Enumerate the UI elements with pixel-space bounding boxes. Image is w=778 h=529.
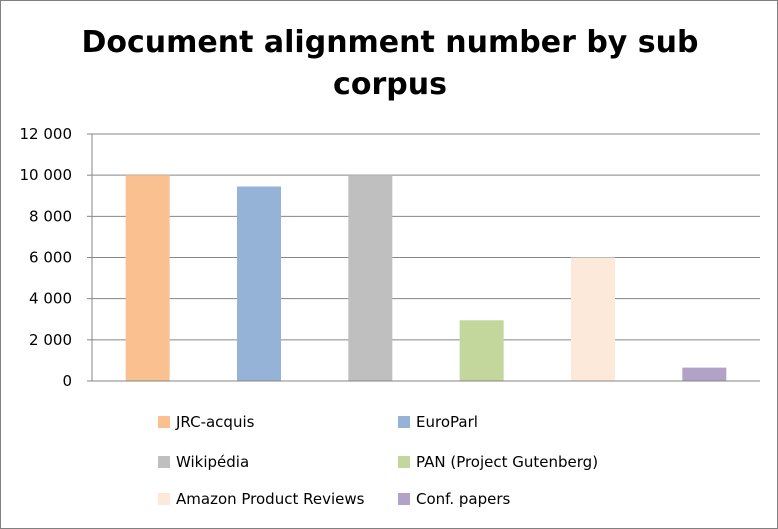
y-tick-label: 0 bbox=[62, 372, 72, 390]
chart-title: Document alignment number by sub corpus bbox=[81, 25, 699, 102]
y-tick-label: 4 000 bbox=[29, 290, 72, 308]
bar-5 bbox=[571, 257, 615, 381]
y-tick-label: 10 000 bbox=[20, 166, 73, 184]
gridlines bbox=[92, 133, 760, 341]
bar-3 bbox=[348, 175, 393, 381]
bars bbox=[125, 175, 727, 381]
y-axis-ticks: 0 2 000 4 000 6 000 8 000 10 000 12 000 bbox=[20, 125, 92, 390]
bar-4 bbox=[459, 320, 504, 381]
bar-6 bbox=[682, 367, 727, 381]
y-tick-label: 6 000 bbox=[29, 249, 72, 267]
y-tick-label: 12 000 bbox=[20, 125, 73, 143]
bar-1 bbox=[125, 175, 170, 381]
y-tick-label: 8 000 bbox=[29, 207, 72, 225]
bar-2 bbox=[237, 186, 281, 381]
y-tick-label: 2 000 bbox=[29, 331, 72, 349]
